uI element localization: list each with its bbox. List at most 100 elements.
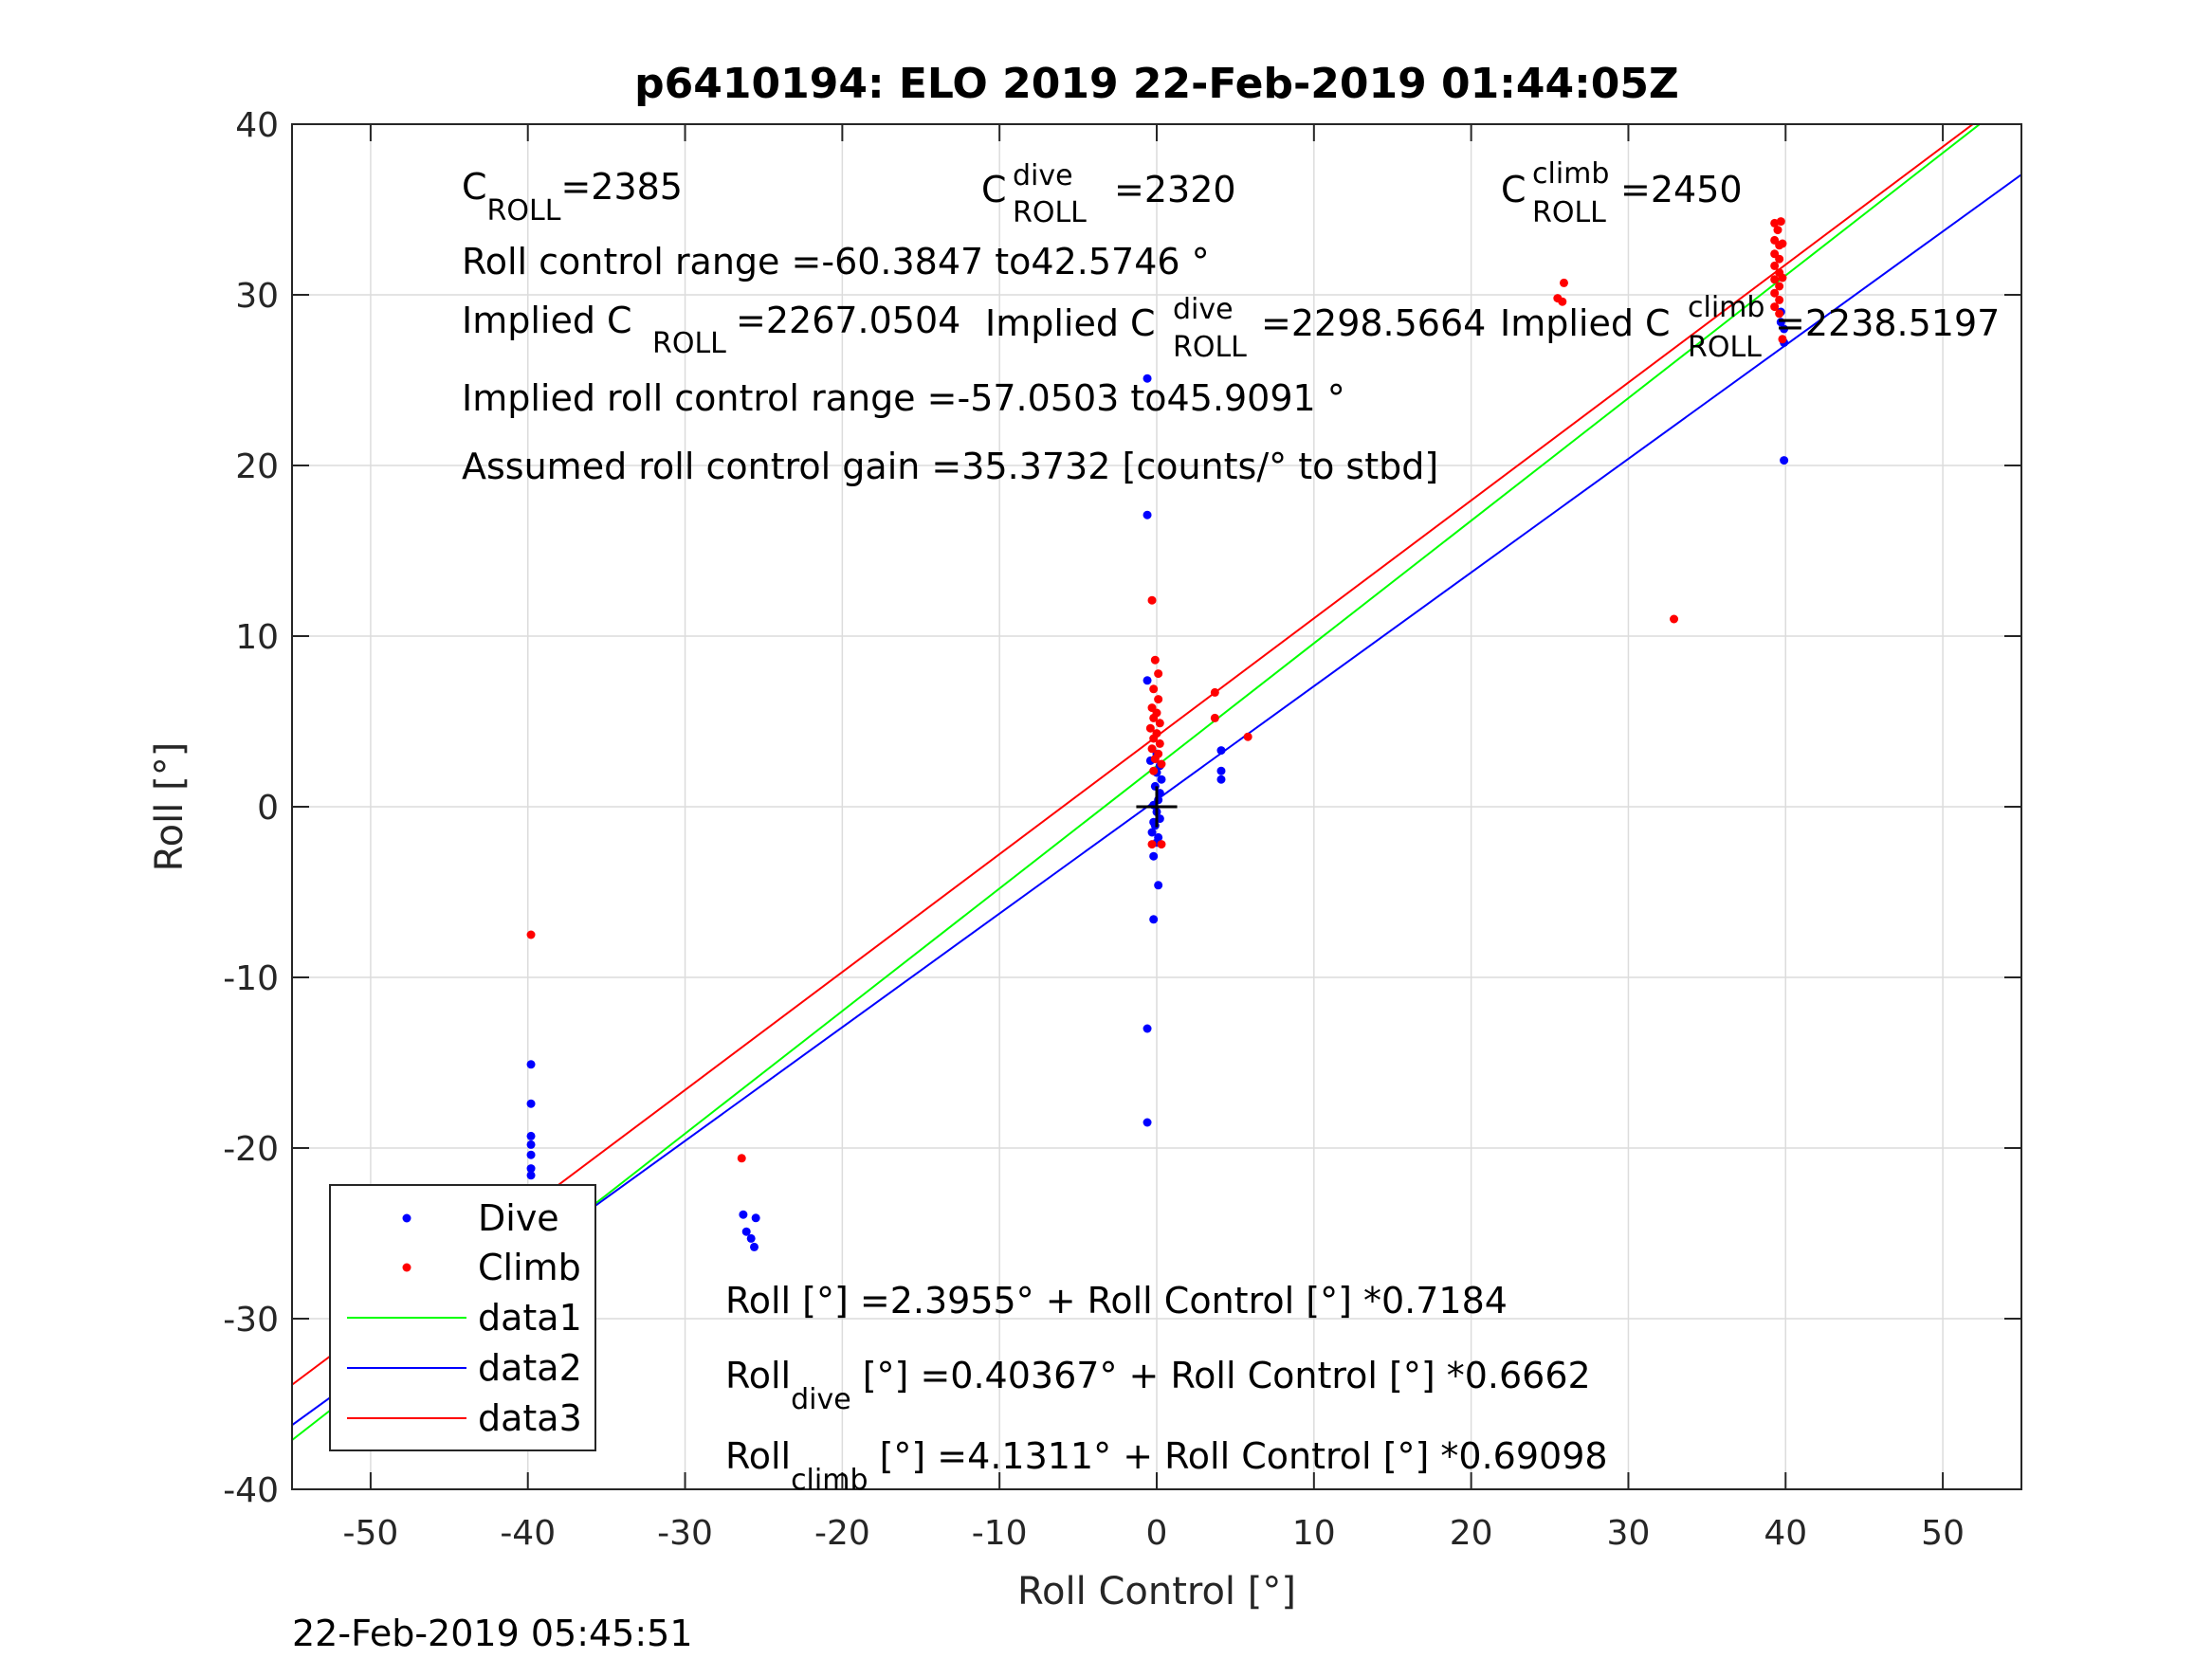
origin-marker (1136, 786, 1178, 828)
annotation-c-roll-climb: C climb ROLL =2450 (1501, 150, 1743, 230)
climb-point (1670, 614, 1679, 624)
y-tick-label: -20 (223, 1130, 279, 1169)
annotation-gain: Assumed roll control gain =35.3732 [coun… (462, 446, 1438, 487)
climb-point (1147, 840, 1157, 849)
y-tick-label: -40 (223, 1471, 279, 1510)
climb-point (1775, 282, 1784, 291)
c-roll-base: C (462, 166, 487, 208)
c-roll-dive-value: =2320 (1114, 169, 1236, 210)
climb-point (1149, 713, 1159, 722)
fit-dive-rest: [°] =0.40367° + Roll Control [°] *0.6662 (851, 1355, 1591, 1396)
legend-data3-label: data3 (478, 1397, 582, 1439)
implied-c-roll-climb-sup: climb (1688, 291, 1764, 324)
climb-point (1147, 744, 1157, 754)
c-roll-value: =2385 (560, 166, 683, 208)
legend-climb-marker (402, 1263, 411, 1272)
implied-c-roll-climb-sub: ROLL (1688, 331, 1762, 364)
implied-c-roll-dive-prefix: Implied C (985, 302, 1156, 344)
implied-c-roll-value: =2267.0504 (736, 300, 960, 341)
x-tick-label: 10 (1292, 1514, 1336, 1553)
implied-c-roll-prefix: Implied C (462, 300, 632, 341)
climb-point (1775, 295, 1784, 304)
annotation-c-roll-dive: C dive ROLL =2320 (981, 152, 1236, 230)
climb-point (1149, 734, 1159, 743)
dive-point (526, 1099, 536, 1108)
dive-point (741, 1227, 751, 1236)
fit-climb-rest: [°] =4.1311° + Roll Control [°] *0.69098 (868, 1435, 1608, 1477)
climb-point (1559, 278, 1568, 287)
climb-point (1149, 766, 1159, 775)
dive-point (526, 1060, 536, 1069)
dive-point (739, 1210, 748, 1219)
dive-point (1780, 324, 1789, 334)
x-tick-label: -10 (972, 1514, 1028, 1553)
annotation-implied-c-roll-dive: Implied C dive ROLL =2298.5664 (985, 285, 1486, 365)
annotation-fit-all: Roll [°] =2.3955° + Roll Control [°] *0.… (725, 1280, 1508, 1322)
climb-point (1778, 273, 1787, 283)
climb-point (1154, 669, 1163, 679)
axis-ticks: -50 -40 -30 -20 -10 0 10 20 30 40 50 -40 -30 -20 -10 0 1… (223, 106, 2021, 1553)
x-axis-label: Roll Control [°] (1017, 1570, 1296, 1613)
climb-point (1778, 335, 1787, 344)
annotation-fit-dive: Rolldive [°] =0.40367° + Roll Control [°… (725, 1355, 1591, 1416)
implied-c-roll-dive-sub: ROLL (1173, 331, 1247, 364)
climb-point (1210, 713, 1219, 722)
annotation-roll-control-range: Roll control range =-60.3847 to42.5746 ° (462, 241, 1210, 283)
x-tick-label: 40 (1764, 1514, 1807, 1553)
climb-point (1770, 275, 1780, 284)
annotation-implied-range: Implied roll control range =-57.0503 to4… (462, 377, 1345, 419)
annotation-implied-c-roll: Implied C ROLL =2267.0504 (462, 300, 960, 361)
climb-point (1558, 297, 1567, 306)
dive-point (1143, 510, 1152, 520)
dive-point (1143, 1024, 1152, 1033)
c-roll-climb-sup: climb (1532, 157, 1609, 191)
y-tick-label: -30 (223, 1301, 279, 1340)
x-tick-label: 20 (1450, 1514, 1493, 1553)
implied-c-roll-sub: ROLL (652, 327, 726, 360)
climb-point (1147, 595, 1157, 605)
dive-point (1149, 851, 1159, 861)
fit-climb-sub: climb (791, 1464, 868, 1497)
dive-point (751, 1213, 760, 1223)
climb-point (1770, 288, 1780, 298)
dive-point (1143, 676, 1152, 685)
dive-point (1776, 318, 1785, 327)
climb-point (1150, 655, 1160, 665)
x-tick-label: 50 (1921, 1514, 1965, 1553)
climb-point (737, 1154, 746, 1163)
dive-point (526, 1171, 536, 1180)
dive-point (1143, 1118, 1152, 1127)
climb-point (1770, 261, 1780, 270)
x-tick-label: -20 (814, 1514, 870, 1553)
climb-point (1155, 738, 1164, 748)
y-tick-label: 10 (235, 618, 279, 657)
dive-point (1216, 766, 1226, 775)
dive-point (1147, 828, 1157, 837)
legend-dive-label: Dive (478, 1197, 559, 1239)
dive-point (526, 1164, 536, 1174)
implied-c-roll-climb-value: =2238.5197 (1775, 302, 2000, 344)
c-roll-sub: ROLL (487, 194, 561, 228)
implied-c-roll-dive-sup: dive (1173, 293, 1234, 326)
fit-dive-sub: dive (791, 1383, 851, 1416)
x-tick-label: 0 (1146, 1514, 1168, 1553)
chart-title: p6410194: ELO 2019 22-Feb-2019 01:44:05Z (634, 60, 1679, 108)
dive-point (1157, 775, 1166, 784)
x-tick-label: 30 (1607, 1514, 1651, 1553)
dive-point (526, 1139, 536, 1149)
c-roll-climb-base: C (1501, 169, 1526, 210)
legend-dive-marker (402, 1213, 411, 1223)
climb-point (1778, 239, 1787, 248)
climb-point (526, 930, 536, 939)
climb-point (1150, 755, 1160, 764)
fit-dive-base: Roll (725, 1355, 791, 1396)
dive-point (1216, 775, 1226, 784)
y-tick-label: 20 (235, 447, 279, 486)
climb-point (1149, 684, 1159, 694)
legend: Dive Climb data1 data2 data3 (329, 1184, 596, 1451)
climb-point (1154, 695, 1163, 704)
dive-point (1154, 881, 1163, 890)
x-tick-label: -30 (657, 1514, 713, 1553)
annotation-implied-c-roll-climb: Implied C climb ROLL =2238.5197 (1500, 283, 2000, 365)
climb-point (1776, 217, 1785, 227)
